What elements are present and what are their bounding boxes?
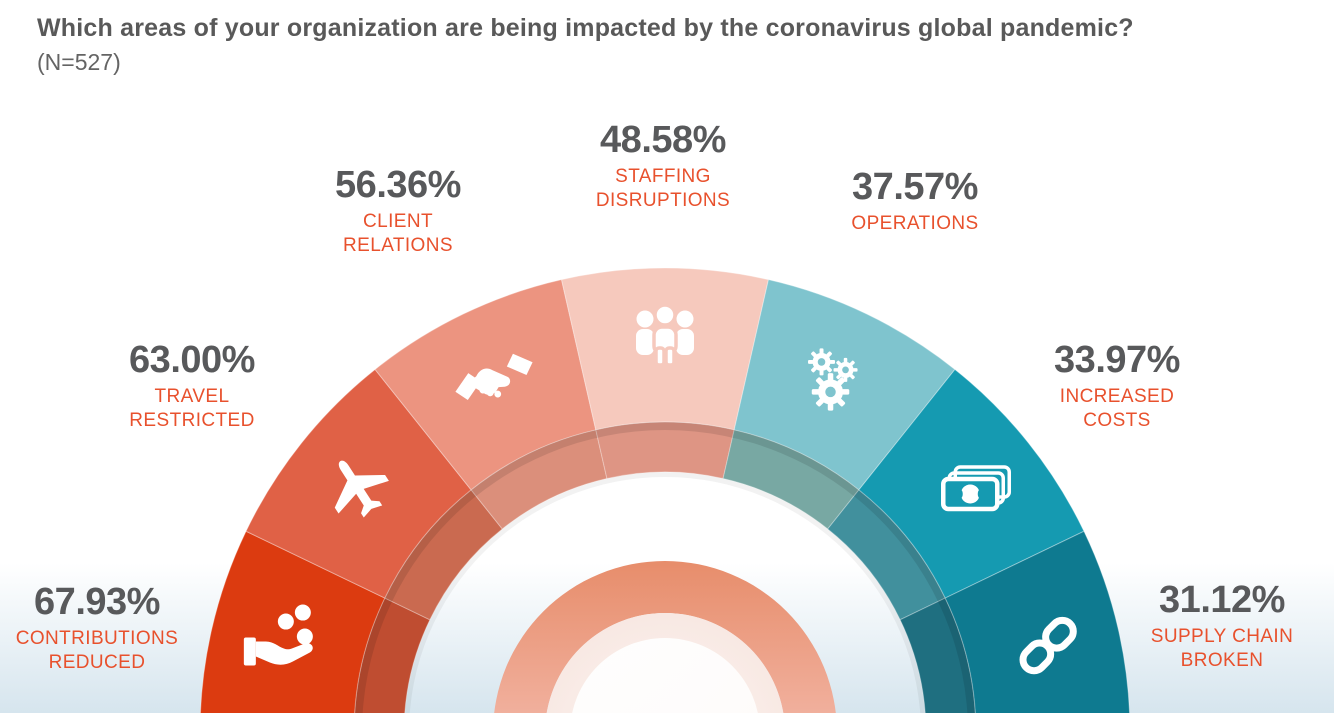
people-icon bbox=[636, 303, 694, 367]
chart-title: Which areas of your organization are bei… bbox=[37, 14, 1134, 42]
banknotes-icon bbox=[941, 465, 1012, 512]
segment-inner-band bbox=[827, 489, 946, 621]
page-header: Which areas of your organization are bei… bbox=[37, 12, 1314, 76]
handshake-icon bbox=[455, 353, 533, 401]
center-salmon-ring bbox=[494, 561, 836, 713]
segment-inner-band bbox=[899, 597, 976, 713]
segment-arc bbox=[944, 530, 1131, 713]
center-core-disc bbox=[572, 638, 758, 713]
chart-sample-size: (N=527) bbox=[37, 48, 121, 75]
airplane-icon bbox=[334, 460, 389, 518]
chain-link-icon bbox=[1019, 616, 1077, 675]
gears-icon bbox=[808, 348, 858, 411]
hand-coins-icon bbox=[243, 604, 313, 666]
segment-inner-band bbox=[470, 429, 608, 530]
